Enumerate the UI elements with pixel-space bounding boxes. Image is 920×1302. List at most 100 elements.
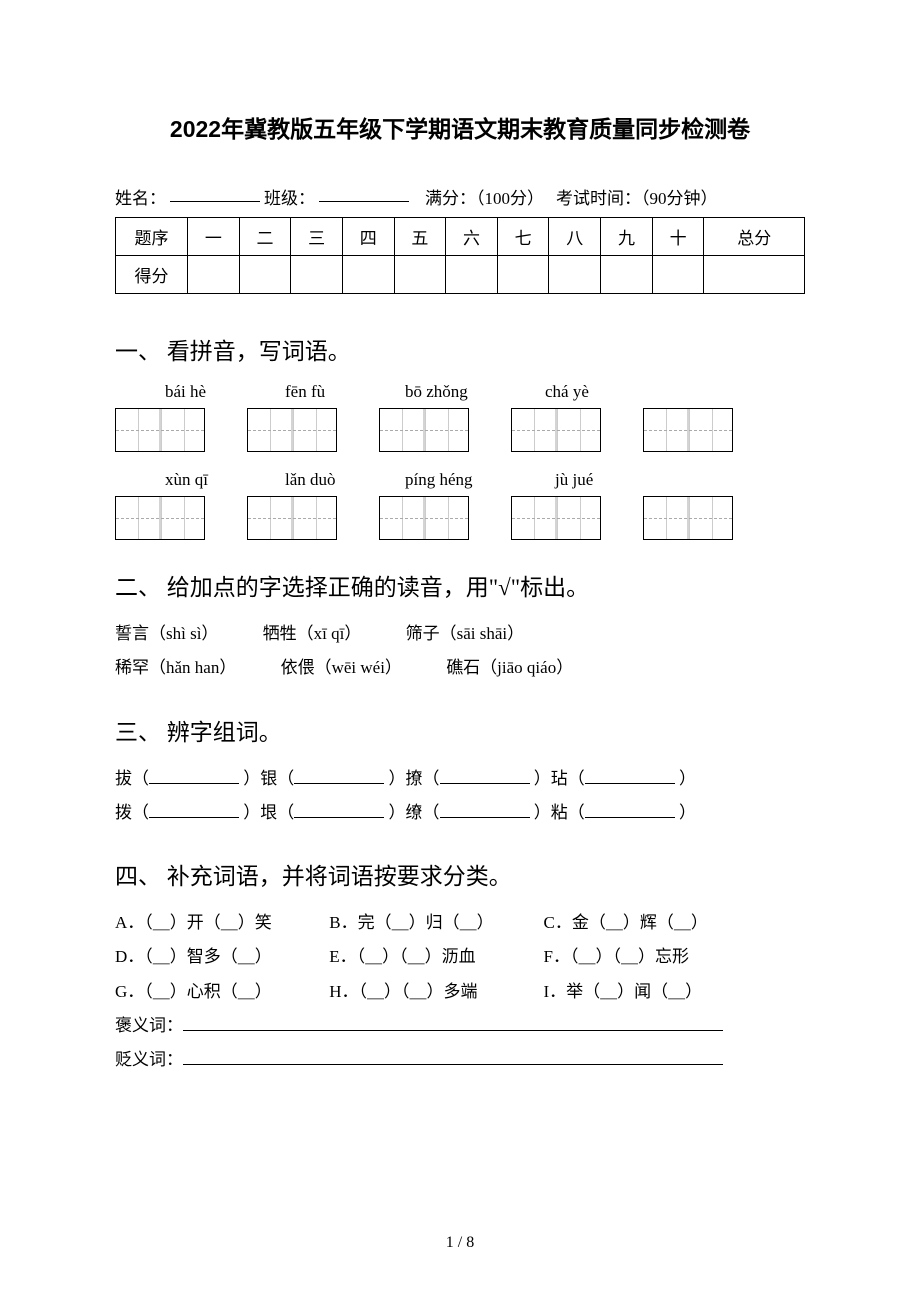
blank[interactable]	[294, 802, 384, 818]
q2-item: 誓言（shì sì）	[115, 618, 218, 650]
q3-text: 拨（	[115, 803, 149, 822]
col: 四	[342, 218, 394, 256]
col: 总分	[704, 218, 805, 256]
char-box[interactable]	[379, 496, 469, 540]
q3-text: ）玷（	[534, 769, 585, 788]
q2-item: 稀罕（hǎn han）	[115, 652, 236, 684]
score-label: 得分	[116, 256, 188, 294]
pinyin-row-1: bái hè fēn fù bō zhǒng chá yè	[165, 382, 805, 402]
q4-opt: B．完（＿）归（＿）	[329, 907, 539, 939]
full-marks: 满分：（100分）	[425, 184, 544, 209]
score-cell[interactable]	[446, 256, 498, 294]
pinyin: lǎn duò	[285, 470, 355, 490]
score-cell[interactable]	[239, 256, 291, 294]
blank[interactable]	[183, 1015, 723, 1031]
table-row: 题序 一 二 三 四 五 六 七 八 九 十 总分	[116, 218, 805, 256]
section-3-title: 三、 辨字组词。	[115, 713, 805, 747]
blank[interactable]	[440, 768, 530, 784]
q3-text: ）银（	[243, 769, 294, 788]
char-box[interactable]	[643, 408, 733, 452]
blank[interactable]	[149, 802, 239, 818]
q3-text: ）	[679, 769, 696, 788]
q4-content: A．（＿）开（＿）笑 B．完（＿）归（＿） C．金（＿）辉（＿） D．（＿）智多…	[115, 907, 805, 1076]
score-cell[interactable]	[291, 256, 343, 294]
score-cell[interactable]	[704, 256, 805, 294]
table-row: 得分	[116, 256, 805, 294]
char-box[interactable]	[115, 408, 205, 452]
blank[interactable]	[585, 802, 675, 818]
col: 三	[291, 218, 343, 256]
pinyin: bō zhǒng	[405, 382, 495, 402]
page-number: 1 / 8	[0, 1234, 920, 1252]
pinyin-row-2: xùn qī lǎn duò píng héng jù jué	[165, 470, 805, 490]
box-row-2	[115, 496, 805, 540]
score-cell[interactable]	[394, 256, 446, 294]
char-box[interactable]	[511, 408, 601, 452]
info-line: 姓名： 班级： 满分：（100分） 考试时间：（90分钟）	[115, 184, 805, 209]
score-cell[interactable]	[342, 256, 394, 294]
blank[interactable]	[294, 768, 384, 784]
q4-opt: H．（＿）（＿）多端	[329, 976, 539, 1008]
box-row-1	[115, 408, 805, 452]
char-box[interactable]	[511, 496, 601, 540]
class-label: 班级：	[264, 184, 315, 209]
pinyin: bái hè	[165, 382, 235, 402]
char-box[interactable]	[115, 496, 205, 540]
pinyin: chá yè	[545, 382, 615, 402]
q4-opt: G．（＿）心积（＿）	[115, 976, 325, 1008]
q4-opt: C．金（＿）辉（＿）	[544, 907, 754, 939]
q2-item: 牺牲（xī qī）	[263, 618, 362, 650]
q4-opt: D．（＿）智多（＿）	[115, 941, 325, 973]
col: 十	[652, 218, 704, 256]
name-label: 姓名：	[115, 184, 166, 209]
blank[interactable]	[585, 768, 675, 784]
char-box[interactable]	[247, 408, 337, 452]
q4-opt: F．（＿）（＿）忘形	[544, 941, 754, 973]
pinyin: píng héng	[405, 470, 505, 490]
col: 一	[188, 218, 240, 256]
blank[interactable]	[183, 1049, 723, 1065]
col: 八	[549, 218, 601, 256]
q3-text: ）缭（	[389, 803, 440, 822]
q3-text: 拔（	[115, 769, 149, 788]
score-cell[interactable]	[188, 256, 240, 294]
q3-text: ）垠（	[243, 803, 294, 822]
q2-content: 誓言（shì sì） 牺牲（xī qī） 筛子（sāi shāi） 稀罕（hǎn…	[115, 618, 805, 685]
q3-text: ）粘（	[534, 803, 585, 822]
blank[interactable]	[149, 768, 239, 784]
name-blank[interactable]	[170, 184, 260, 202]
q3-text: ）	[679, 803, 696, 822]
q2-item: 依偎（wēi wéi）	[281, 652, 402, 684]
doc-title: 2022年冀教版五年级下学期语文期末教育质量同步检测卷	[115, 110, 805, 144]
score-cell[interactable]	[549, 256, 601, 294]
char-box[interactable]	[379, 408, 469, 452]
exam-time: 考试时间：（90分钟）	[556, 184, 718, 209]
neg-label: 贬义词：	[115, 1050, 183, 1069]
col: 六	[446, 218, 498, 256]
score-cell[interactable]	[601, 256, 653, 294]
q2-item: 礁石（jiāo qiáo）	[446, 652, 573, 684]
section-1-title: 一、 看拼音，写词语。	[115, 332, 805, 366]
q3-content: 拔（ ）银（ ）撩（ ）玷（ ） 拨（ ）垠（ ）缭（ ）粘（ ）	[115, 763, 805, 830]
col: 五	[394, 218, 446, 256]
score-cell[interactable]	[652, 256, 704, 294]
q4-opt: I．举（＿）闻（＿）	[544, 976, 754, 1008]
class-blank[interactable]	[319, 184, 409, 202]
col: 二	[239, 218, 291, 256]
char-box[interactable]	[247, 496, 337, 540]
q4-opt: A．（＿）开（＿）笑	[115, 907, 325, 939]
score-cell[interactable]	[497, 256, 549, 294]
q3-text: ）撩（	[389, 769, 440, 788]
score-table: 题序 一 二 三 四 五 六 七 八 九 十 总分 得分	[115, 217, 805, 294]
pinyin: fēn fù	[285, 382, 355, 402]
col: 九	[601, 218, 653, 256]
q2-item: 筛子（sāi shāi）	[406, 618, 525, 650]
pinyin: jù jué	[555, 470, 625, 490]
blank[interactable]	[440, 802, 530, 818]
q4-opt: E．（＿）（＿）沥血	[329, 941, 539, 973]
char-box[interactable]	[643, 496, 733, 540]
section-2-title: 二、 给加点的字选择正确的读音，用"√"标出。	[115, 568, 805, 602]
header-label: 题序	[116, 218, 188, 256]
pinyin: xùn qī	[165, 470, 235, 490]
section-4-title: 四、 补充词语，并将词语按要求分类。	[115, 857, 805, 891]
